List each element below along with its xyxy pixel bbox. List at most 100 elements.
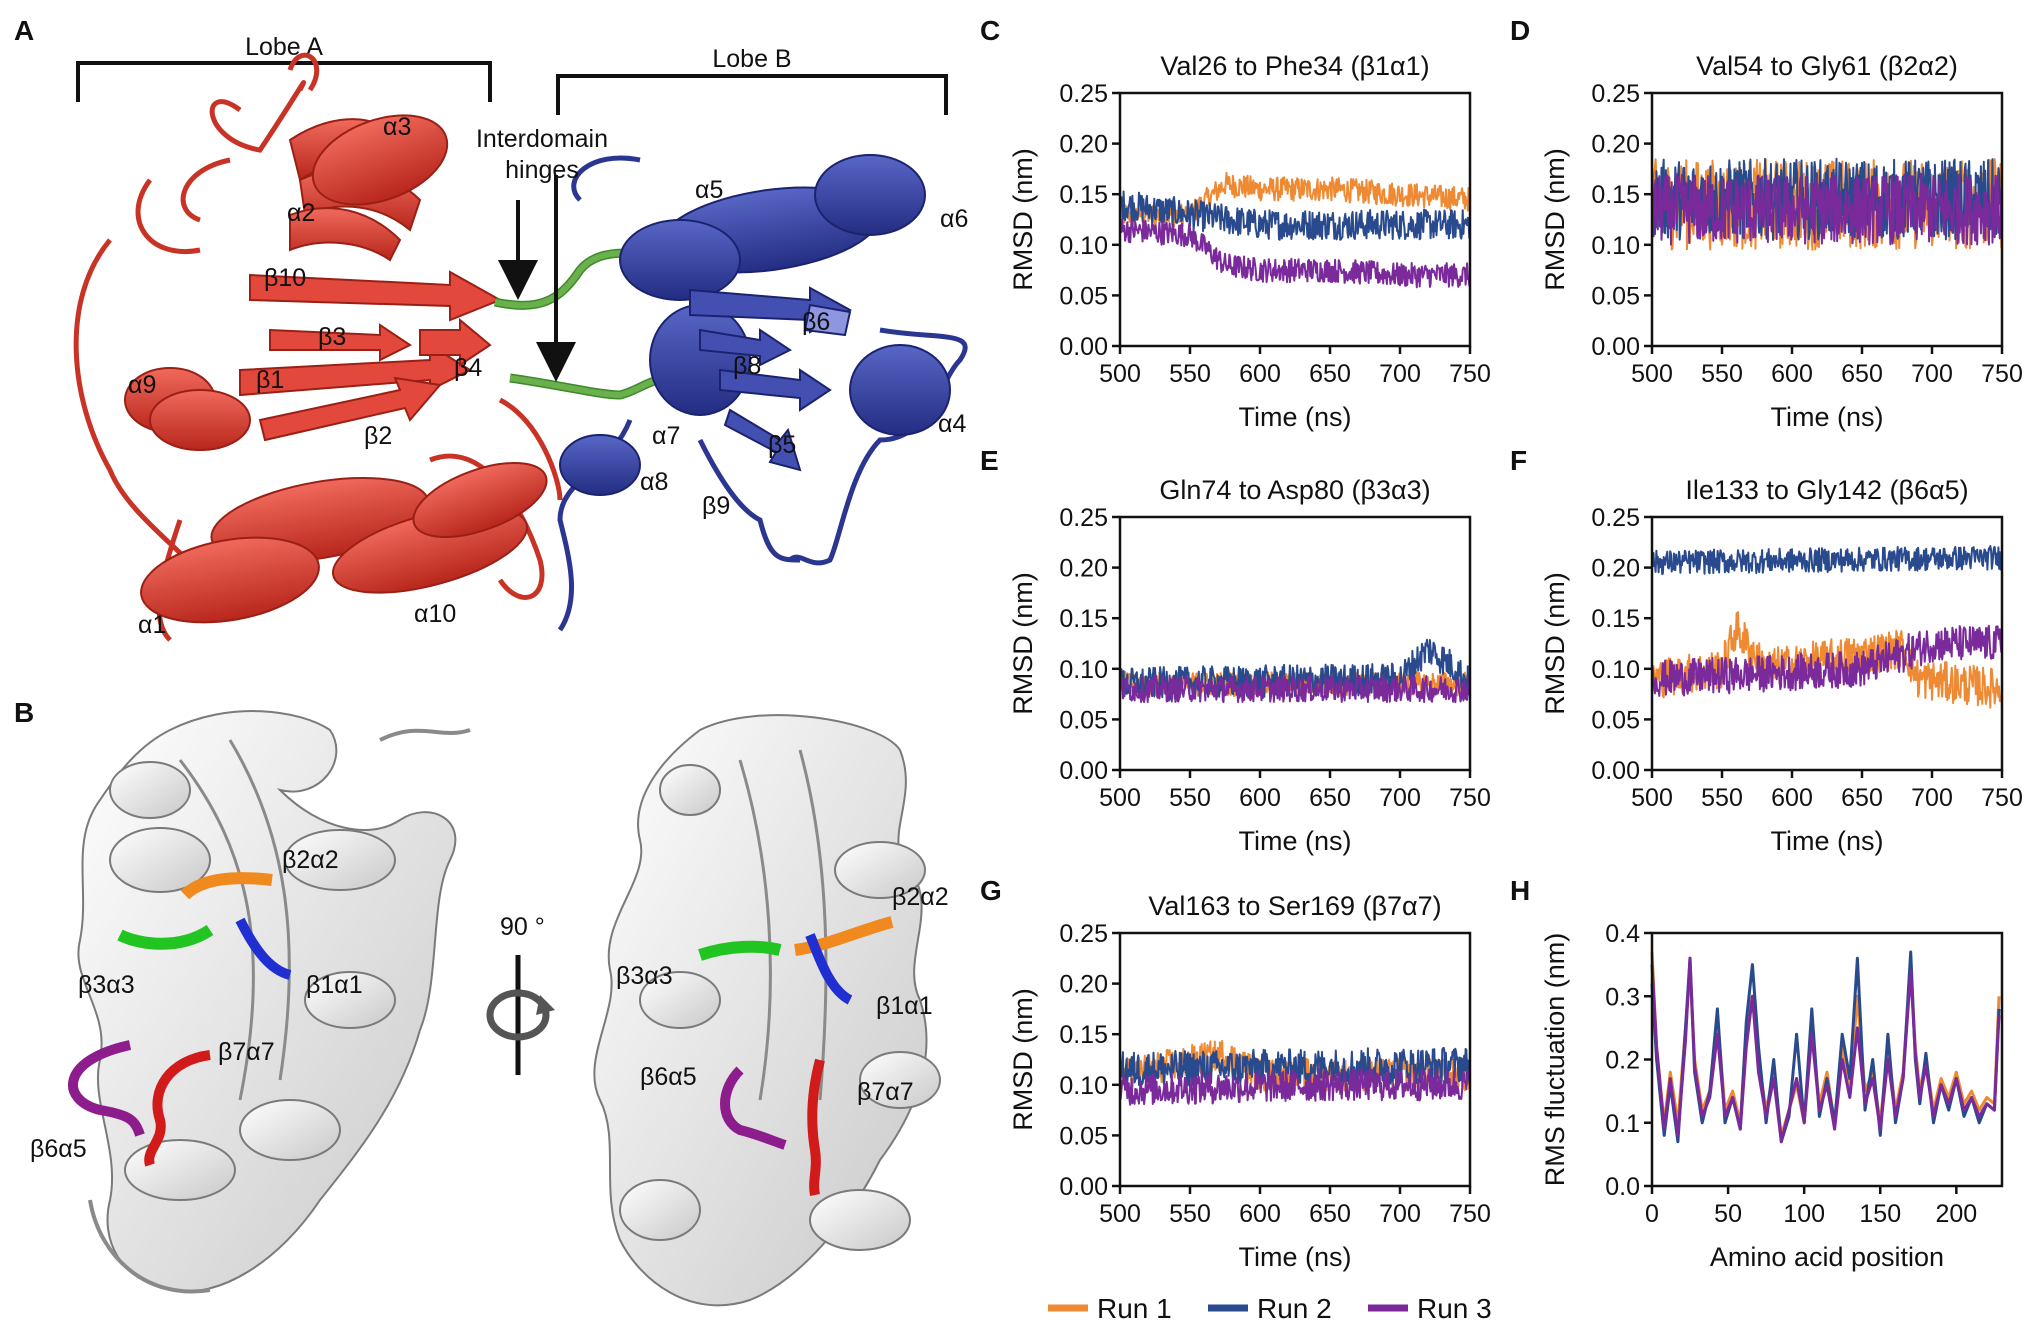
sse-label: α10 — [414, 600, 456, 628]
x-axis-label: Time (ns) — [1239, 1242, 1352, 1272]
chart-title: Ile133 to Gly142 (β6α5) — [1685, 475, 1968, 505]
y-axis-label: RMSD (nm) — [1008, 148, 1038, 291]
x-tick-label: 550 — [1169, 360, 1211, 388]
panel-letter-f: F — [1510, 445, 1527, 476]
y-tick-label: 0.25 — [1059, 504, 1108, 532]
sse-label: β5 — [768, 431, 796, 459]
panel-letter-h: H — [1510, 875, 1530, 906]
y-tick-label: 0.05 — [1059, 282, 1108, 310]
hinge-label-line1: Interdomain — [476, 125, 608, 153]
y-tick-label: 0.25 — [1591, 504, 1640, 532]
y-tick-label: 0.10 — [1059, 656, 1108, 684]
sse-label: β3 — [318, 323, 346, 351]
x-axis-label: Time (ns) — [1239, 402, 1352, 432]
loop-b7a7-right — [807, 1058, 825, 1196]
y-tick-label: 0.20 — [1059, 131, 1108, 159]
y-tick-label: 0.1 — [1605, 1110, 1640, 1138]
panel-letter-c: C — [980, 15, 1000, 46]
x-tick-label: 600 — [1771, 784, 1813, 812]
y-tick-label: 0.15 — [1059, 1021, 1108, 1049]
x-tick-label: 100 — [1783, 1200, 1825, 1228]
x-tick-label: 750 — [1981, 784, 2023, 812]
y-tick-label: 0.00 — [1059, 1173, 1108, 1201]
sse-label: α4 — [938, 410, 966, 438]
x-tick-label: 750 — [1981, 360, 2023, 388]
panel-letter-e: E — [980, 445, 999, 476]
loop-b6a5-right — [720, 1066, 787, 1150]
loop-b2a2-left — [180, 872, 273, 900]
hinge-label-line2: hinges — [505, 156, 579, 184]
sse-label: α9 — [128, 371, 156, 399]
plot-frame — [1118, 931, 1472, 1188]
plot-frame — [1118, 91, 1472, 348]
x-tick-label: 50 — [1714, 1200, 1742, 1228]
series-line-run3 — [1651, 173, 2003, 246]
panel-letter-b: B — [14, 697, 34, 728]
sse-label: β9 — [702, 492, 730, 520]
x-tick-label: 600 — [1239, 1200, 1281, 1228]
loop-b3a3-left — [117, 924, 214, 950]
y-tick-label: 0.4 — [1605, 920, 1640, 948]
chart-c: 0.00 0.05 0.10 0.15 0.20 0.25 500 550 600 650 700 7… — [1008, 51, 1491, 432]
y-axis-label: RMSD (nm) — [1008, 572, 1038, 715]
series-line-run3 — [1119, 674, 1471, 704]
panel-b-structure: β2α2 β3α3 β1α1 β7α7 β6α5 90 ° β2 — [30, 710, 949, 1307]
series-line-run1 — [1650, 951, 2001, 1137]
plot-frame — [1650, 515, 2004, 772]
loop-label-right: β1α1 — [876, 992, 933, 1020]
panel-letters: A B C D E F G H — [14, 15, 1530, 906]
chart-f: 0.00 0.05 0.10 0.15 0.20 0.25 500 550 600 650 700 7… — [1540, 475, 2023, 856]
x-tick-label: 650 — [1309, 360, 1351, 388]
sse-label: β1 — [256, 366, 284, 394]
rotation-icon: 90 ° — [486, 913, 555, 1075]
loop-b1a1-right — [805, 933, 853, 1005]
y-axis-label: RMS fluctuation (nm) — [1540, 933, 1570, 1187]
sse-label: α8 — [640, 468, 668, 496]
x-tick-label: 750 — [1449, 360, 1491, 388]
sse-label: β2 — [364, 422, 392, 450]
loop-label-left: β2α2 — [282, 846, 339, 874]
x-tick-label: 500 — [1099, 360, 1141, 388]
sse-label: α7 — [652, 422, 680, 450]
x-tick-label: 650 — [1841, 360, 1883, 388]
plot-frame — [1650, 931, 2004, 1188]
loop-b1a1-left — [235, 917, 292, 980]
loop-b7a7-left — [144, 1050, 211, 1167]
interdomain-hinges — [494, 248, 683, 400]
y-tick-label: 0.15 — [1059, 605, 1108, 633]
legend-label-run1: Run 1 — [1097, 1293, 1172, 1324]
y-tick-label: 0.00 — [1059, 757, 1108, 785]
x-axis-label: Time (ns) — [1771, 402, 1884, 432]
y-tick-label: 0.10 — [1591, 656, 1640, 684]
x-tick-label: 700 — [1379, 360, 1421, 388]
loop-label-left: β6α5 — [30, 1135, 87, 1163]
loop-label-right: β7α7 — [857, 1078, 914, 1106]
series-line-run2 — [1651, 545, 2003, 576]
y-tick-label: 0.15 — [1591, 181, 1640, 209]
y-tick-label: 0.05 — [1591, 282, 1640, 310]
y-tick-label: 0.10 — [1591, 232, 1640, 260]
x-tick-label: 550 — [1169, 784, 1211, 812]
series-line-run3 — [1119, 218, 1471, 289]
x-tick-label: 500 — [1099, 784, 1141, 812]
x-tick-label: 500 — [1631, 360, 1673, 388]
y-tick-label: 0.0 — [1605, 1173, 1640, 1201]
legend-label-run3: Run 3 — [1417, 1293, 1492, 1324]
loop-b6a5-left — [68, 1040, 145, 1137]
x-tick-label: 700 — [1379, 784, 1421, 812]
sse-label: β10 — [264, 264, 306, 292]
chart-title: Val54 to Gly61 (β2α2) — [1696, 51, 1958, 81]
y-tick-label: 0.20 — [1059, 555, 1108, 583]
chart-h: 0.0 0.1 0.2 0.3 0.4 0 50 100 150 200 Amino acid po… — [1540, 920, 2004, 1272]
panel-letter-g: G — [980, 875, 1002, 906]
chart-title: Val163 to Ser169 (β7α7) — [1148, 891, 1441, 921]
y-tick-label: 0.00 — [1591, 333, 1640, 361]
chart-g: 0.00 0.05 0.10 0.15 0.20 0.25 500 550 600 650 700 7… — [1008, 891, 1491, 1272]
structure-view-right — [593, 714, 941, 1307]
legend-label-run2: Run 2 — [1257, 1293, 1332, 1324]
loop-label-right: β3α3 — [616, 962, 673, 990]
x-tick-label: 650 — [1309, 784, 1351, 812]
x-tick-label: 700 — [1379, 1200, 1421, 1228]
sse-label: α2 — [287, 199, 315, 227]
y-tick-label: 0.15 — [1059, 181, 1108, 209]
